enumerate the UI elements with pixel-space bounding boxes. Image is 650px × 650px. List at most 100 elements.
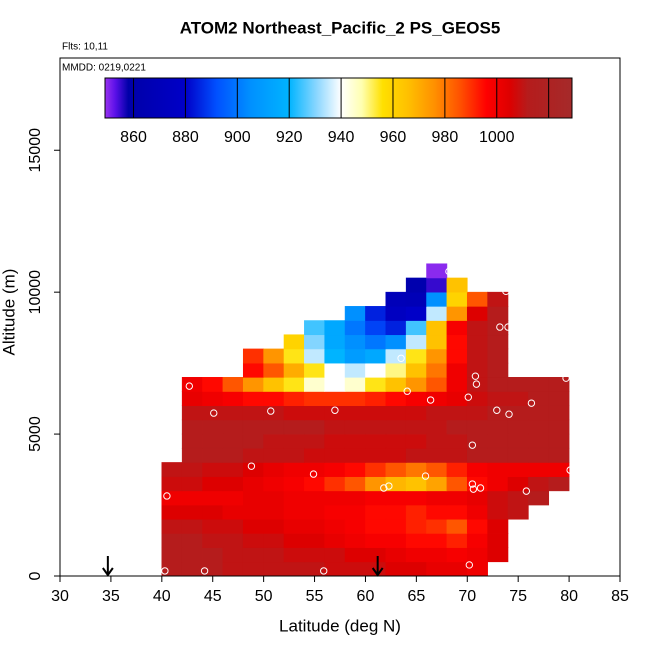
heat-cell — [405, 348, 427, 364]
y-tick-label: 5000 — [27, 416, 44, 452]
heat-cell — [263, 447, 285, 463]
heat-cell — [181, 561, 203, 577]
heat-cell — [242, 447, 264, 463]
heat-cell — [487, 518, 509, 534]
heat-cell — [283, 362, 305, 378]
heat-cell — [385, 419, 407, 435]
heat-cell — [466, 306, 488, 321]
plot-frame — [59, 57, 621, 577]
heat-cell — [283, 405, 305, 421]
heat-cell — [507, 504, 529, 520]
heat-cell — [446, 433, 468, 449]
heat-cell — [242, 561, 264, 577]
heat-cell — [242, 433, 264, 449]
heat-cell — [242, 533, 264, 548]
flight-point — [200, 567, 209, 575]
heat-cell — [222, 377, 244, 392]
heat-cell — [365, 306, 387, 321]
heat-cell — [202, 476, 224, 492]
heat-cell — [385, 291, 407, 307]
flight-point — [465, 561, 474, 569]
heat-cell — [181, 504, 203, 520]
heat-cell — [242, 405, 264, 421]
heat-cell — [242, 504, 264, 520]
heat-cell — [344, 320, 366, 336]
heat-cell — [487, 533, 509, 548]
heat-cell — [487, 391, 509, 406]
heat-cell — [283, 433, 305, 449]
heat-cell — [181, 547, 203, 563]
flight-point — [476, 484, 485, 492]
heat-cell — [528, 377, 550, 392]
arrow-marker — [102, 556, 114, 577]
heat-cell — [365, 518, 387, 534]
heat-cell — [344, 476, 366, 492]
x-tick-label: 75 — [509, 588, 527, 605]
flight-point — [496, 323, 504, 331]
heat-cell — [405, 462, 427, 477]
heat-cell — [344, 391, 366, 406]
heat-cell — [365, 476, 387, 492]
arrow-head — [371, 567, 384, 577]
heat-cell — [324, 561, 346, 577]
heat-cell — [466, 291, 488, 307]
heat-cell — [446, 320, 468, 336]
heat-cell — [466, 561, 488, 577]
heat-cell — [324, 518, 346, 534]
heat-cell — [242, 419, 264, 435]
heat-cell — [263, 362, 285, 378]
heat-cell — [242, 362, 264, 378]
heat-cell — [446, 362, 468, 378]
heat-cell — [304, 391, 326, 406]
heat-cell — [242, 377, 264, 392]
heat-cell — [385, 391, 407, 406]
heat-cell — [161, 533, 183, 548]
heat-cell — [405, 362, 427, 378]
chart-title: ATOM2 Northeast_Pacific_2 PS_GEOS5 — [180, 18, 501, 37]
heat-cell — [202, 391, 224, 406]
flight-point — [385, 482, 393, 490]
heat-cell — [324, 504, 346, 520]
heat-cell — [242, 518, 264, 534]
heat-cell — [426, 533, 448, 548]
heat-cell — [426, 277, 448, 293]
heat-cell — [202, 504, 224, 520]
heat-cell — [242, 348, 264, 364]
heat-cell — [283, 504, 305, 520]
heat-cell — [446, 462, 468, 477]
heat-cell — [202, 490, 224, 506]
heat-cell — [405, 419, 427, 435]
heat-cell — [466, 320, 488, 336]
heat-cell — [446, 306, 468, 321]
heat-cell — [466, 334, 488, 350]
heat-cell — [385, 561, 407, 577]
x-tick-label: 65 — [407, 588, 425, 605]
heat-cell — [446, 504, 468, 520]
heat-cell — [548, 405, 570, 421]
heat-cell — [283, 533, 305, 548]
heat-cell — [161, 547, 183, 563]
heat-cell — [507, 419, 529, 435]
heat-cell — [304, 533, 326, 548]
heat-cell — [202, 518, 224, 534]
heat-cell — [426, 447, 448, 463]
heat-cell — [304, 334, 326, 350]
heat-cell — [426, 561, 448, 577]
heat-cell — [446, 419, 468, 435]
heat-cell — [548, 391, 570, 406]
heat-cell — [202, 419, 224, 435]
flight-point — [331, 406, 339, 414]
heat-cell — [324, 490, 346, 506]
heat-cell — [324, 547, 346, 563]
heat-cell — [426, 547, 448, 563]
heat-cell — [507, 490, 529, 506]
colorbar-tick-label: 980 — [432, 129, 459, 146]
heat-cell — [528, 419, 550, 435]
heat-cell — [426, 377, 448, 392]
heat-cell — [365, 533, 387, 548]
heat-cell — [324, 377, 346, 392]
heat-cell — [446, 490, 468, 506]
heat-cell — [528, 476, 550, 492]
heat-cell — [181, 476, 203, 492]
